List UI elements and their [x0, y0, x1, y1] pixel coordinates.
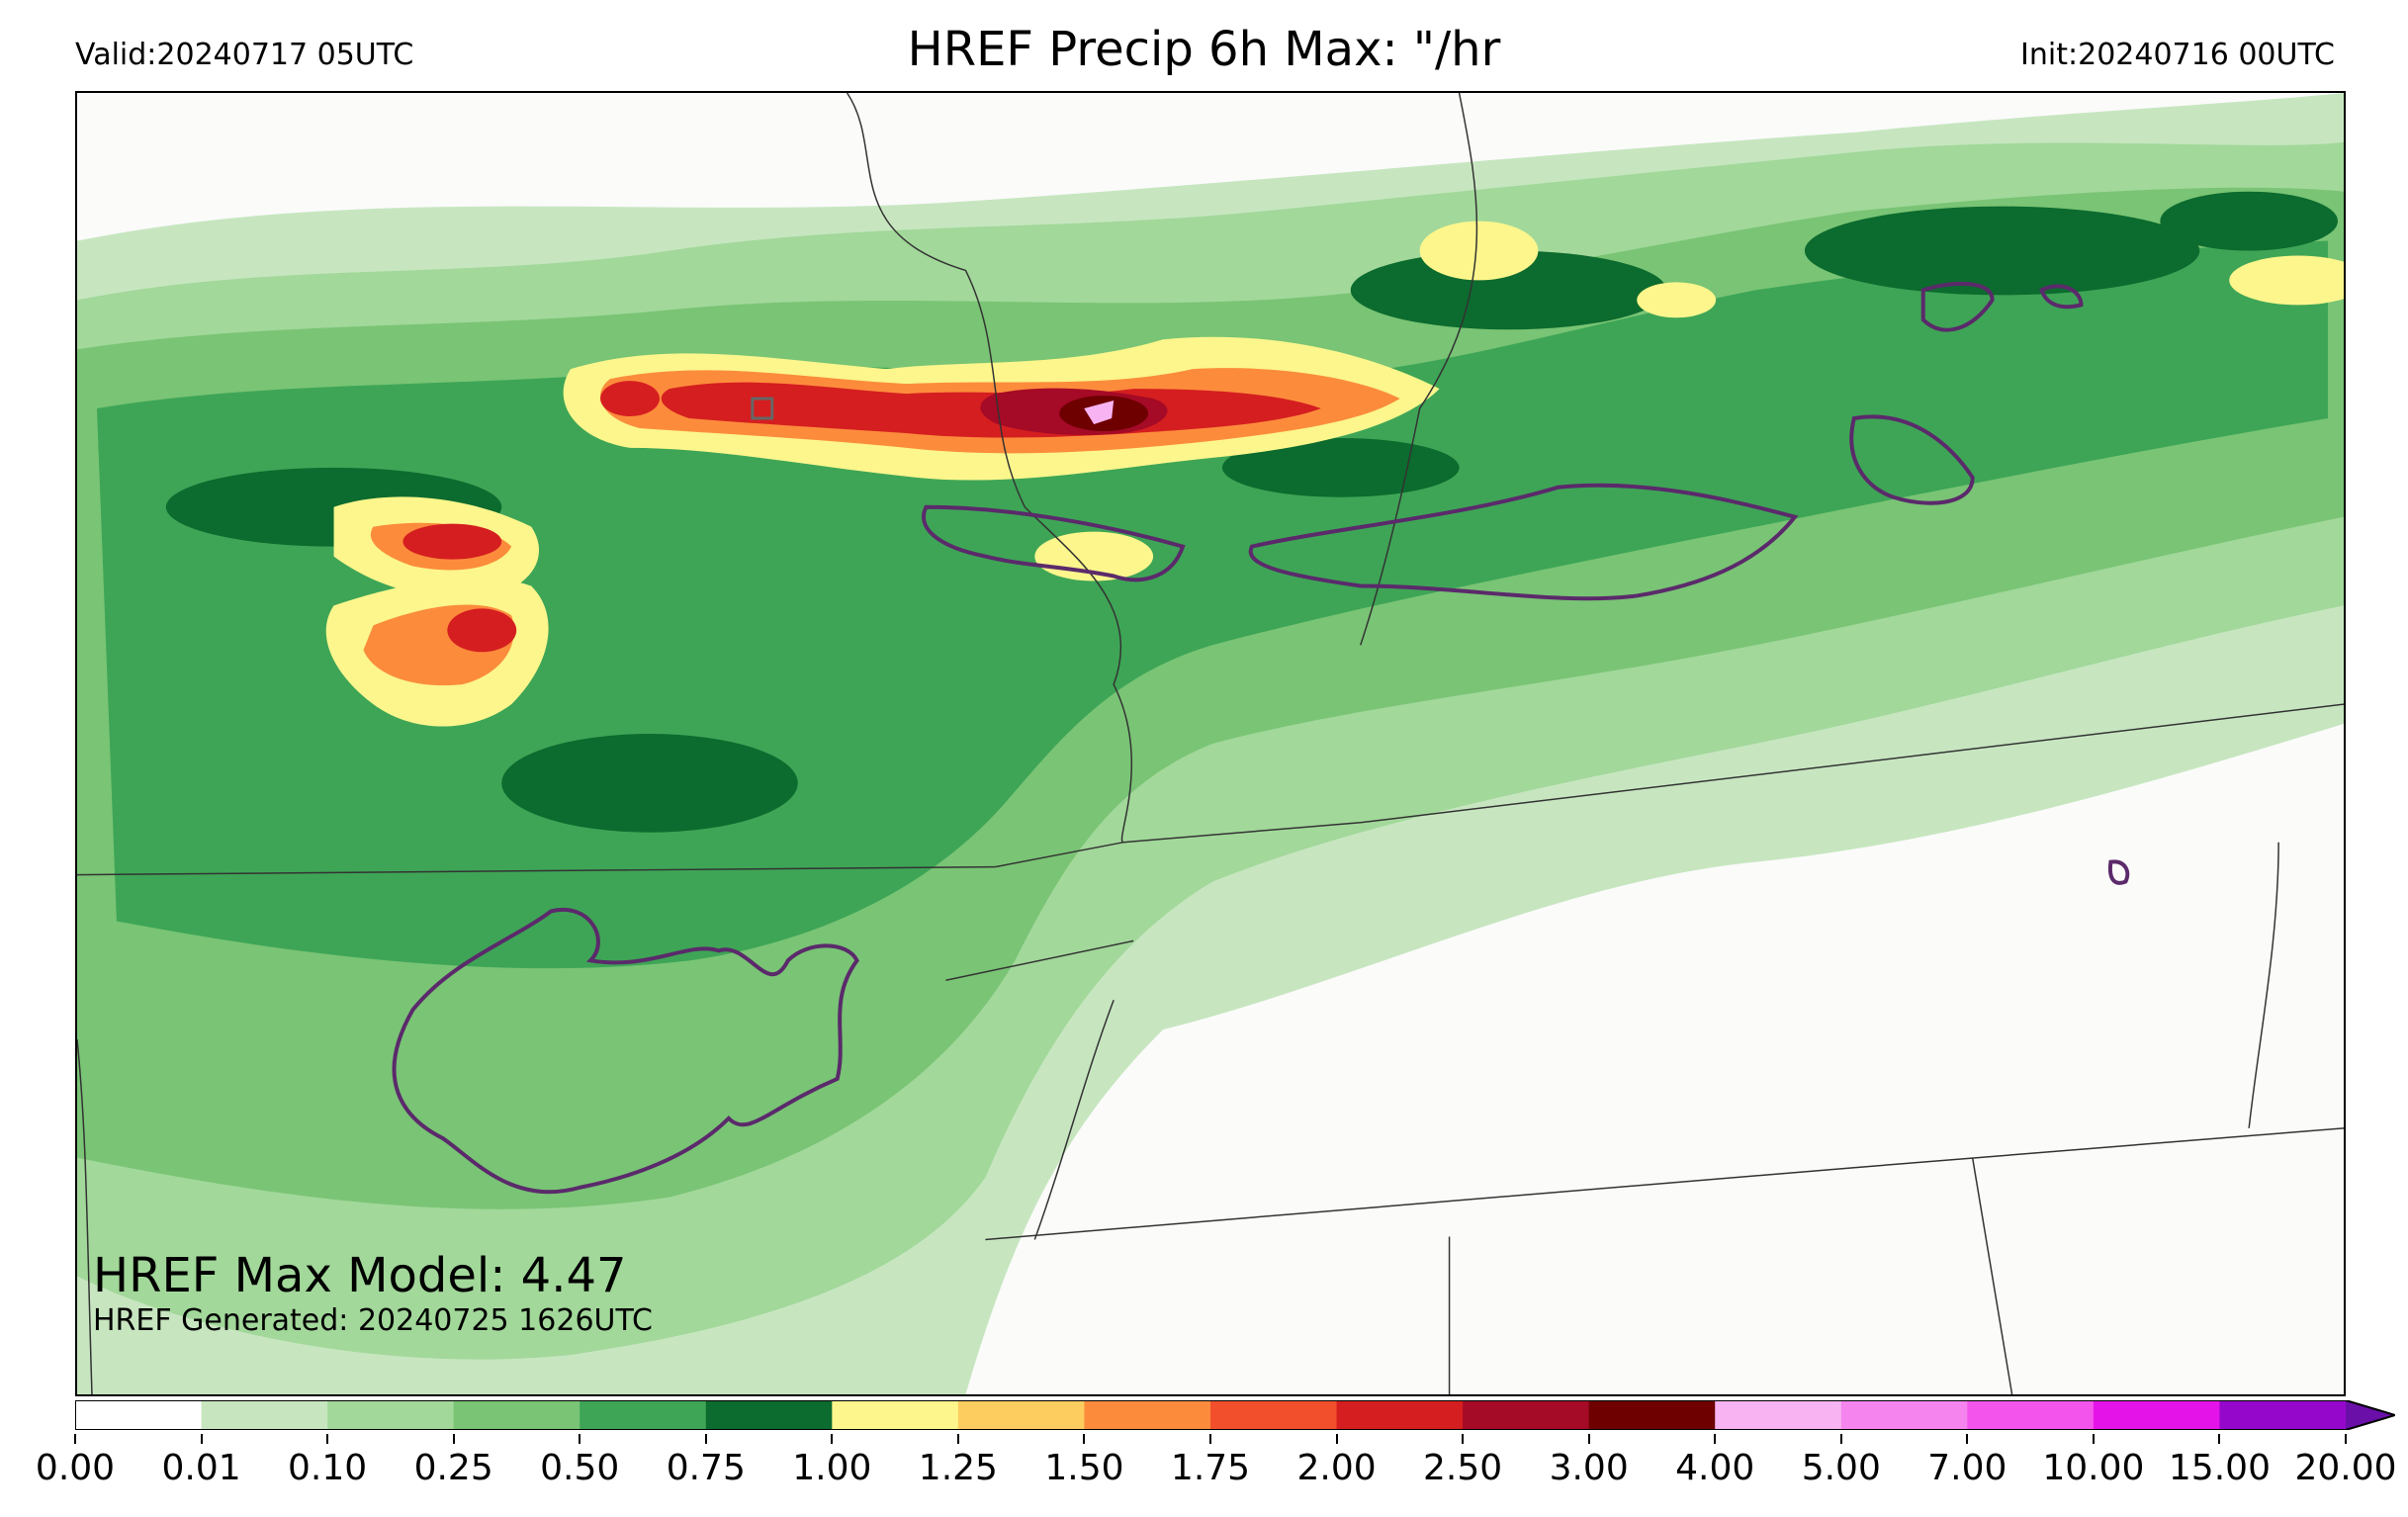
- map-title: HREF Precip 6h Max: "/hr: [907, 22, 1501, 77]
- colorbar-segment: [1967, 1400, 2095, 1430]
- colorbar-tick: [704, 1434, 707, 1444]
- colorbar: [75, 1400, 2395, 1430]
- colorbar-tick-label: 1.75: [1170, 1448, 1251, 1488]
- colorbar-segment: [75, 1400, 203, 1430]
- colorbar-segment: [1715, 1400, 1842, 1430]
- colorbar-segment: [1463, 1400, 1590, 1430]
- colorbar-tick-label: 1.00: [792, 1448, 872, 1488]
- colorbar-tick: [2345, 1434, 2347, 1444]
- colorbar-tick: [579, 1434, 581, 1444]
- colorbar-tick-label: 10.00: [2042, 1448, 2145, 1488]
- colorbar-extend-arrow: [2346, 1400, 2395, 1430]
- colorbar-tick: [956, 1434, 959, 1444]
- colorbar-tick-label: 2.00: [1296, 1448, 1377, 1488]
- colorbar-tick-label: 5.00: [1801, 1448, 1881, 1488]
- colorbar-tick: [452, 1434, 455, 1444]
- colorbar-tick: [2218, 1434, 2221, 1444]
- colorbar-segment: [1336, 1400, 1464, 1430]
- colorbar-segment: [201, 1400, 328, 1430]
- colorbar-segment: [1084, 1400, 1211, 1430]
- colorbar-tick: [1335, 1434, 1338, 1444]
- colorbar-tick: [1587, 1434, 1590, 1444]
- colorbar-tick-label: 0.10: [288, 1448, 368, 1488]
- precip-map: [75, 91, 2346, 1396]
- colorbar-segment: [832, 1400, 959, 1430]
- colorbar-segment: [1210, 1400, 1338, 1430]
- colorbar-segment: [957, 1400, 1085, 1430]
- colorbar-tick: [1839, 1434, 1842, 1444]
- colorbar-tick: [1966, 1434, 1969, 1444]
- max-model-label: HREF Max Model: 4.47: [93, 1248, 627, 1303]
- generated-label: HREF Generated: 20240725 1626UTC: [93, 1303, 654, 1338]
- colorbar-tick-label: 0.50: [540, 1448, 620, 1488]
- colorbar-tick-label: 0.00: [35, 1448, 116, 1488]
- colorbar-tick-label: 7.00: [1927, 1448, 2007, 1488]
- init-time: Init:20240716 00UTC: [2020, 38, 2335, 72]
- colorbar-segment: [327, 1400, 455, 1430]
- colorbar-segment: [2093, 1400, 2220, 1430]
- colorbar-tick: [1462, 1434, 1465, 1444]
- colorbar-tick-label: 0.75: [666, 1448, 746, 1488]
- colorbar-ticks: 0.00 0.01 0.10 0.25 0.50 0.75 1.00 1.25 1.50 1.75…: [0, 1434, 2408, 1493]
- colorbar-tick-label: 15.00: [2168, 1448, 2271, 1488]
- colorbar-tick: [326, 1434, 329, 1444]
- colorbar-tick-label: 1.25: [918, 1448, 998, 1488]
- colorbar-tick-label: 0.25: [413, 1448, 493, 1488]
- probability-contours: [392, 281, 2130, 1195]
- colorbar-tick-label: 3.00: [1549, 1448, 1629, 1488]
- colorbar-segment: [580, 1400, 707, 1430]
- colorbar-tick: [831, 1434, 834, 1444]
- colorbar-tick-label: 4.00: [1675, 1448, 1755, 1488]
- colorbar-segment: [705, 1400, 833, 1430]
- colorbar-tick-label: 20.00: [2294, 1448, 2397, 1488]
- colorbar-tick-label: 2.50: [1423, 1448, 1503, 1488]
- colorbar-tick: [1714, 1434, 1717, 1444]
- valid-time: Valid:20240717 05UTC: [75, 38, 414, 72]
- colorbar-tick: [74, 1434, 76, 1444]
- colorbar-segment: [2219, 1400, 2347, 1430]
- colorbar-tick-label: 1.50: [1044, 1448, 1124, 1488]
- colorbar-tick-label: 0.01: [161, 1448, 241, 1488]
- max-location-box: [751, 397, 774, 420]
- colorbar-outline: [75, 1400, 2395, 1430]
- precip-map-canvas: [77, 93, 2344, 1394]
- colorbar-segment: [1840, 1400, 1968, 1430]
- colorbar-segment: [453, 1400, 580, 1430]
- colorbar-tick: [200, 1434, 203, 1444]
- colorbar-tick: [2092, 1434, 2095, 1444]
- state-boundaries: [77, 93, 2344, 1394]
- colorbar-tick: [1209, 1434, 1211, 1444]
- colorbar-tick: [1083, 1434, 1086, 1444]
- colorbar-segment: [1588, 1400, 1716, 1430]
